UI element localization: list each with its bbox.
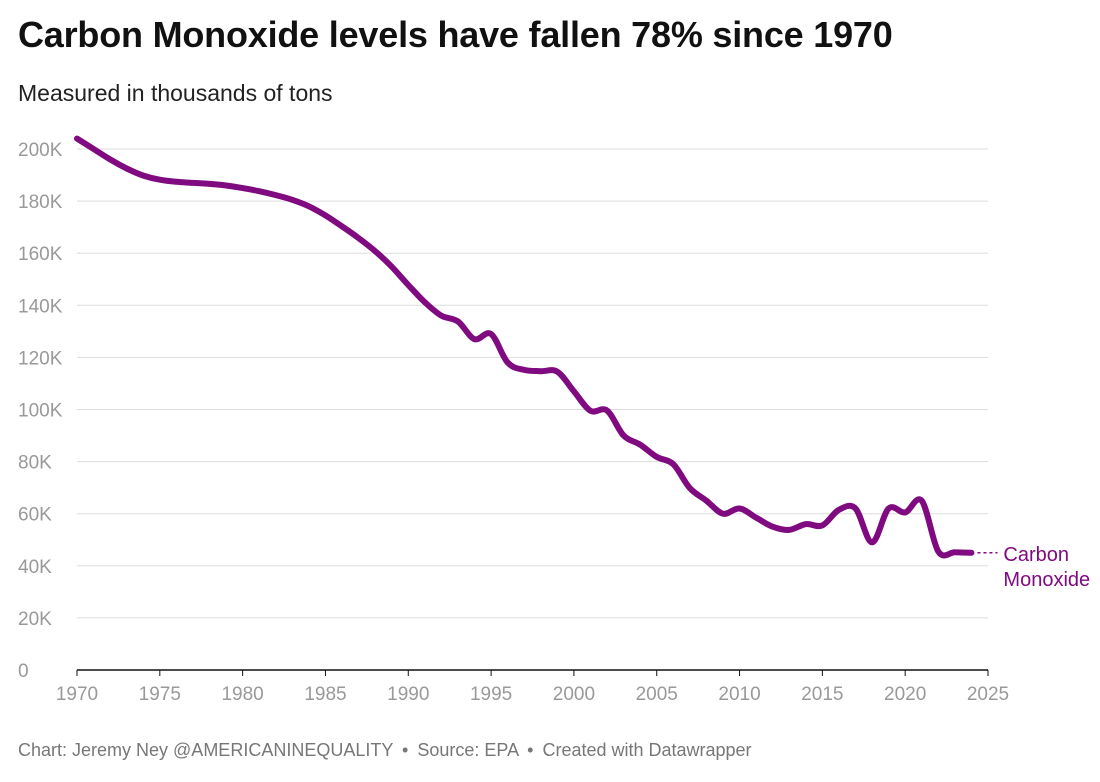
chart-subtitle: Measured in thousands of tons <box>18 80 333 106</box>
line-chart: 0 20K 40K 60K 80K 100K 120K 140K 160K 180K 200K 19… <box>18 135 1090 705</box>
chart-title: Carbon Monoxide levels have fallen 78% s… <box>18 14 893 55</box>
y-tick-label: 180K <box>18 192 63 213</box>
y-tick-label: 160K <box>18 244 63 265</box>
chart-credit: Chart: Jeremy Ney @AMERICANINEQUALITY <box>18 740 394 760</box>
x-tick-label: 2025 <box>967 684 1009 705</box>
y-tick-label: 140K <box>18 296 63 317</box>
y-tick-label: 20K <box>18 609 52 630</box>
created-with-link[interactable]: Created with Datawrapper <box>542 740 752 760</box>
y-tick-label: 200K <box>18 140 63 161</box>
y-axis-tick-labels: 0 20K 40K 60K 80K 100K 120K 140K 160K 180K 200K <box>18 140 63 682</box>
gridlines <box>77 148 988 619</box>
x-tick-label: 2000 <box>553 684 595 705</box>
x-tick-label: 1980 <box>221 684 263 705</box>
source-note: Source: EPA <box>417 740 519 760</box>
chart-footer: Chart: Jeremy Ney @AMERICANINEQUALITY • … <box>18 740 752 761</box>
series-layer: Carbon Monoxide <box>74 135 1090 591</box>
x-tick-label: 2005 <box>636 684 678 705</box>
x-axis-tick-labels: 1970 1975 1980 1985 1990 1995 2000 2005 2010 2015… <box>56 670 1009 705</box>
series-end-label: Carbon <box>1003 544 1069 566</box>
y-tick-label: 0 <box>18 661 29 682</box>
x-tick-label: 1990 <box>387 684 429 705</box>
series-line-carbon-monoxide <box>74 135 975 559</box>
y-tick-label: 120K <box>18 348 63 369</box>
footer-separator: • <box>527 740 534 760</box>
y-tick-label: 100K <box>18 401 63 422</box>
series-end-label: Monoxide <box>1003 569 1090 591</box>
x-tick-label: 1975 <box>139 684 181 705</box>
x-tick-label: 1995 <box>470 684 512 705</box>
x-tick-label: 2020 <box>884 684 926 705</box>
y-tick-label: 40K <box>18 557 52 578</box>
x-tick-label: 1970 <box>56 684 98 705</box>
footer-separator: • <box>402 740 409 760</box>
x-tick-label: 2010 <box>718 684 760 705</box>
x-tick-label: 2015 <box>801 684 843 705</box>
x-tick-label: 1985 <box>304 684 346 705</box>
y-tick-label: 60K <box>18 505 52 526</box>
y-tick-label: 80K <box>18 453 52 474</box>
